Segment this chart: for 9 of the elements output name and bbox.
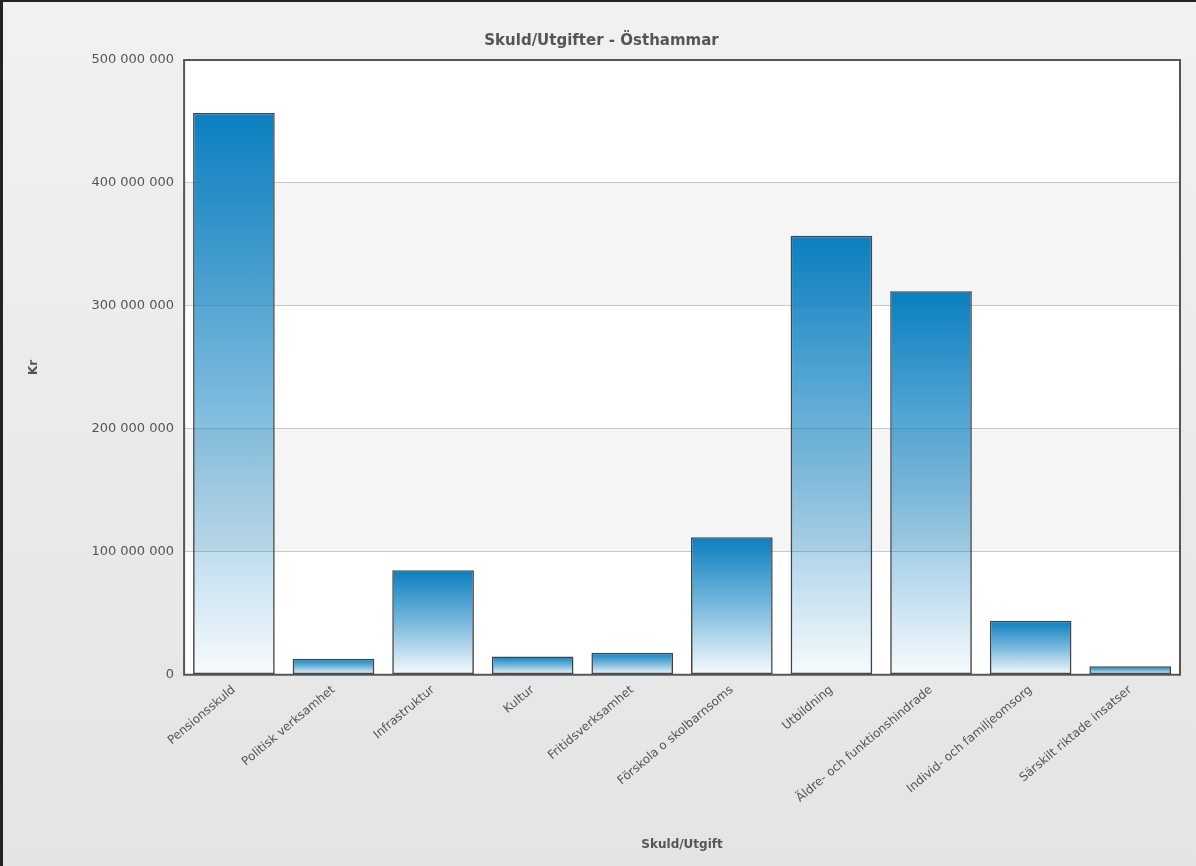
y-tick-label: 200 000 000 bbox=[91, 420, 175, 436]
y-axis-title: Kr bbox=[26, 359, 41, 376]
y-tick-label: 400 000 000 bbox=[91, 174, 175, 190]
y-tick-label: 100 000 000 bbox=[91, 543, 175, 559]
chart-title: Skuld/Utgifter - Östhammar bbox=[484, 29, 720, 49]
y-tick-label: 500 000 000 bbox=[91, 51, 175, 67]
x-axis-title: Skuld/Utgift bbox=[641, 836, 723, 851]
y-tick-label: 0 bbox=[165, 666, 175, 682]
y-tick-label: 300 000 000 bbox=[91, 297, 175, 313]
